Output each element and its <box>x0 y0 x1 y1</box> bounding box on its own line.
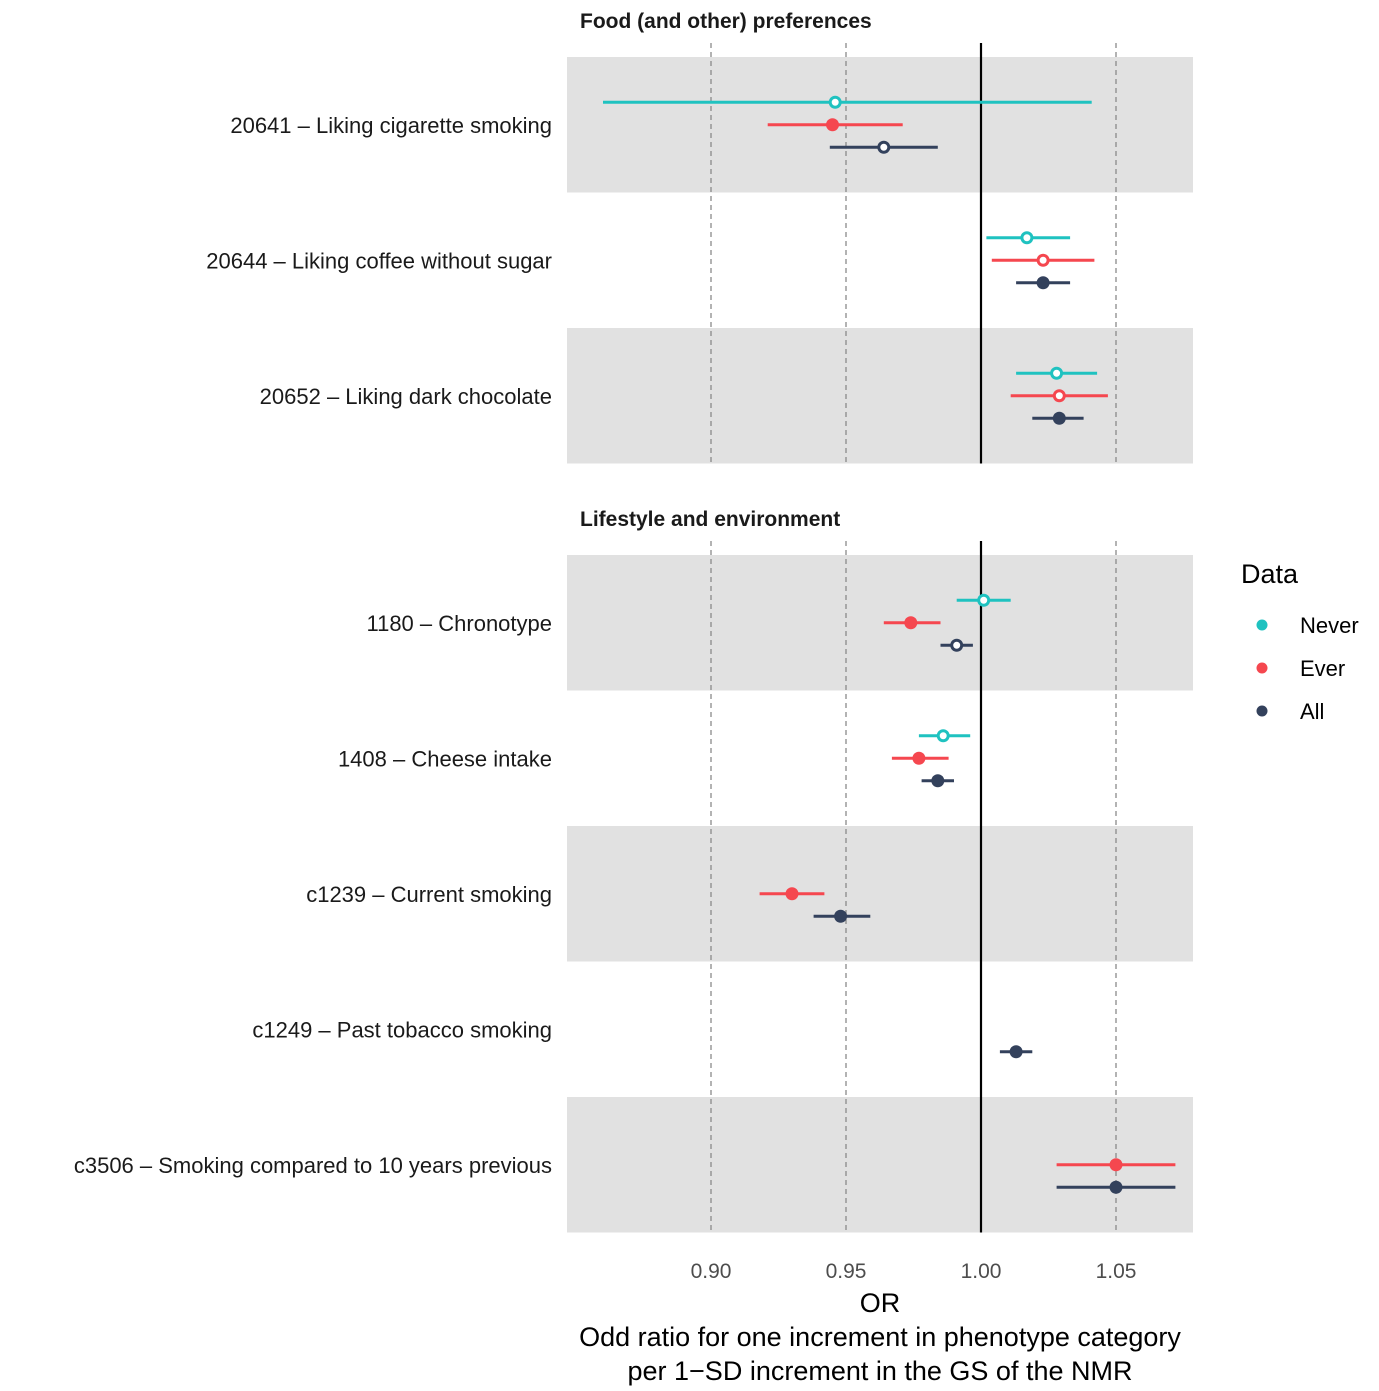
point-all <box>877 140 891 154</box>
row-label: 20652 – Liking dark chocolate <box>260 384 552 409</box>
panel: Food (and other) preferences 20641 – Liki… <box>206 10 1193 464</box>
point-all <box>1052 411 1066 425</box>
point-all <box>931 774 945 788</box>
legend-label-never: Never <box>1300 613 1359 638</box>
x-tick-label: 1.05 <box>1096 1260 1137 1283</box>
point-ever <box>904 616 918 630</box>
panel-title: Lifestyle and environment <box>580 508 840 531</box>
x-axis: 0.90 0.95 1.00 1.05 <box>691 1260 1137 1283</box>
row-label: 20641 – Liking cigarette smoking <box>230 113 552 138</box>
x-tick-label: 1.00 <box>961 1260 1002 1283</box>
point-never <box>1020 231 1034 245</box>
point-never <box>977 593 991 607</box>
row-label: 20644 – Liking coffee without sugar <box>206 248 552 273</box>
legend-key-never <box>1256 619 1268 631</box>
legend-key-ever <box>1256 662 1268 674</box>
row-band <box>567 826 1193 962</box>
point-all <box>834 909 848 923</box>
point-all <box>950 638 964 652</box>
legend-title: Data <box>1241 559 1299 589</box>
legend-label-all: All <box>1300 699 1324 724</box>
panel: Lifestyle and environment 1180 – Chronoty… <box>74 508 1193 1233</box>
row-band <box>567 555 1193 691</box>
point-ever <box>1052 389 1066 403</box>
x-axis-title: OR <box>860 1288 901 1318</box>
point-ever <box>826 118 839 132</box>
point-ever <box>1036 253 1050 267</box>
x-tick-label: 0.95 <box>826 1260 867 1283</box>
legend-label-ever: Ever <box>1300 656 1345 681</box>
point-ever <box>785 887 799 901</box>
legend-key-all <box>1256 705 1268 717</box>
x-axis-subtitle-line-2: per 1−SD increment in the GS of the NMR <box>628 1356 1133 1386</box>
point-never <box>1050 366 1064 380</box>
point-never <box>936 729 950 743</box>
x-axis-subtitle-line-1: Odd ratio for one increment in phenotype… <box>579 1322 1181 1352</box>
panels: Food (and other) preferences 20641 – Liki… <box>74 10 1193 1233</box>
row-label: c1239 – Current smoking <box>306 882 552 907</box>
point-never <box>828 95 842 109</box>
row-label: 1408 – Cheese intake <box>338 746 552 771</box>
panel-title: Food (and other) preferences <box>580 10 872 33</box>
row-label: c3506 – Smoking compared to 10 years pre… <box>74 1153 552 1178</box>
point-all <box>1109 1180 1123 1194</box>
row-label: c1249 – Past tobacco smoking <box>252 1017 552 1042</box>
point-ever <box>912 751 926 765</box>
x-tick-label: 0.90 <box>691 1260 732 1283</box>
point-ever <box>1109 1158 1123 1172</box>
point-all <box>1036 276 1050 290</box>
row-label: 1180 – Chronotype <box>366 611 552 636</box>
point-all <box>1009 1045 1023 1059</box>
